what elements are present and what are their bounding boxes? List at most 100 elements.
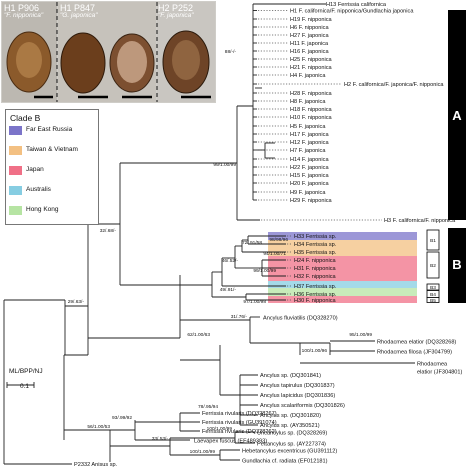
- tip-label-h6: H6 F. nipponica: [290, 25, 329, 31]
- legend-swatch: [9, 146, 22, 155]
- scale-legend: ML/BPP/NJ 0.1: [5, 368, 45, 398]
- support-value: 78/.95/94: [198, 404, 218, 410]
- photo-3-label: H2 P252 "F. japonica": [158, 4, 194, 20]
- subclade-bracket-b3: [426, 283, 440, 291]
- tip-label-h33: H33 Ferrissia sp.: [294, 234, 337, 240]
- photo-3-code: H2 P252: [158, 3, 194, 13]
- clade-b-color-band: [268, 296, 417, 303]
- subclade-label-b5: B5: [430, 298, 436, 304]
- legend-item-taiwan-vietnam: Taiwan & Vietnam: [9, 142, 95, 158]
- legend-item-hong-kong: Hong Kong: [9, 202, 95, 218]
- shell-2: [60, 32, 106, 94]
- legend-swatch: [9, 126, 22, 135]
- tip-label-h31: H31 F. nipponica: [294, 266, 337, 272]
- tip-label-rhodacmea-elatior-jf: elatior (JF304801): [417, 370, 463, 376]
- clade-b-color-band: [268, 232, 417, 240]
- subclade-label-b3: B3: [430, 285, 436, 291]
- clade-b-color-band: [268, 248, 417, 256]
- support-value: 49/.91/-: [220, 287, 237, 293]
- tip-label-h30: H30 F. nipponica: [294, 298, 337, 304]
- tip-label-h1: H1 F. californica/F. nipponica/Gundlachi…: [290, 9, 414, 15]
- tip-label-h21: H21 F. nipponica: [290, 65, 333, 71]
- photo-1-species: "F. nipponica": [4, 12, 44, 19]
- tip-label-h36: H36 Ferrissia sp.: [294, 292, 337, 298]
- support-value: 29/.63/-: [68, 299, 85, 305]
- tip-label-ancylus-fluviatilis: Ancylus fluviatilis (DQ328270): [263, 316, 338, 322]
- clade-b-legend: Clade B Far East Russia Taiwan & Vietnam…: [5, 109, 99, 225]
- legend-swatch: [9, 186, 22, 195]
- tip-label-h11: H11 F. japonica: [290, 41, 329, 47]
- tip-label-rhodacmea-elatior: Rhodacmea elatior (DQ328268): [377, 340, 456, 346]
- legend-item-far-east-russia: Far East Russia: [9, 122, 95, 138]
- tip-label-laevapex-fuscus: Laevapex fuscus (EF489393): [194, 439, 267, 445]
- legend-label: Hong Kong: [26, 206, 59, 213]
- legend-swatch: [9, 166, 22, 175]
- tip-label-h12: H12 F. japonica: [290, 140, 329, 146]
- support-value: 72/.91/58: [242, 240, 262, 246]
- tip-label-fri267: Ferrissia rivularis (DQ328267): [202, 411, 277, 417]
- support-value: 31/.76/-: [231, 314, 248, 320]
- tip-label-h8: H8 F. japonica: [290, 99, 326, 105]
- tip-label-h7: H7 F. japonica: [290, 148, 326, 154]
- tip-label-frigu: Ferrissia rivularis (GU391074): [202, 420, 277, 426]
- photo-2-code: H1 P847: [60, 3, 96, 13]
- subclade-label-b4: B4: [430, 292, 436, 298]
- shell-4-highlight: [172, 40, 200, 80]
- tip-label-pettancylus: Pettancylus sp. (AY227374): [257, 442, 326, 448]
- tip-label-h28: H28 F. nipponica: [290, 91, 333, 97]
- support-value: 32/.68/-: [100, 228, 117, 234]
- tip-label-h10: H10 F. nipponica: [290, 115, 333, 121]
- tip-label-h3: H3 F. californica/F. nipponica: [384, 218, 456, 224]
- support-value: 100/1.00/99: [207, 426, 233, 432]
- legend-title: Clade B: [10, 113, 41, 123]
- tip-label-h9: H9 F. japonica: [290, 190, 326, 196]
- tip-label-uncancylus: Uncancylus sp. (DQ328269): [257, 431, 327, 437]
- tip-label-h14: H14 F. japonica: [290, 157, 329, 163]
- tip-label-h17: H17 F. japonica: [290, 132, 329, 138]
- subclade-bracket-b5: [426, 297, 440, 303]
- tip-label-h19: H19 F. nipponica: [290, 17, 333, 23]
- legend-swatch: [9, 206, 22, 215]
- tip-label-h13: H13 Ferrissia californica: [326, 2, 387, 8]
- support-value: 88/-/-: [225, 49, 237, 55]
- clade-a-label: A: [452, 108, 462, 123]
- clade-b-color-band: [268, 281, 417, 288]
- support-value: 62/1.00/63: [187, 332, 210, 338]
- support-value: 98/98/96: [269, 237, 288, 243]
- legend-label: Japan: [26, 166, 44, 173]
- legend-label: Taiwan & Vietnam: [26, 146, 78, 153]
- tip-label-h35: H35 Ferrissia sp.: [294, 250, 337, 256]
- tip-label-h4: H4 F. japonica: [290, 73, 326, 79]
- photo-3-species: "F. japonica": [158, 12, 194, 19]
- scale-value: 0.1: [20, 383, 30, 390]
- tip-label-h34: H34 Ferrissia sp.: [294, 242, 337, 248]
- tip-label-h37: H37 Ferrissia sp.: [294, 284, 337, 290]
- tip-label-rhodacmea-elatior-jf: Rhodacmea: [417, 362, 448, 368]
- tip-label-asay: Ancylus sp. (AY350521): [260, 423, 320, 429]
- support-value: 46/.52/-: [222, 258, 239, 264]
- subclade-bracket-b1: [426, 229, 440, 251]
- support-value: 97/1.00/98: [243, 299, 266, 305]
- subclade-bracket-b2: [426, 251, 440, 279]
- support-value: 100/1.00/99: [190, 449, 216, 455]
- tip-label-h32: H32 F. nipponica: [294, 274, 337, 280]
- tip-label-h22: H22 F. japonica: [290, 165, 329, 171]
- tip-label-h2: H2 F. californica/F. japonica/F. nipponi…: [344, 82, 444, 88]
- tip-label-h25: H25 F. nipponica: [290, 57, 333, 63]
- clade-b-color-band: [268, 240, 417, 248]
- tip-label-h29: H29 F. nipponica: [290, 198, 333, 204]
- tip-label-anisus: P2332 Anisus sp.: [74, 462, 118, 467]
- support-value: 99/1.00/99: [253, 268, 276, 274]
- photo-1-label: H1 P906 "F. nipponica": [4, 4, 43, 20]
- shell-1-highlight: [16, 42, 42, 78]
- subclade-label-b2: B2: [430, 263, 436, 269]
- photo-2-label: H1 P847 "G. japonica": [60, 4, 98, 20]
- tip-label-ata837: Ancylus tapirulus (DQ301837): [260, 383, 335, 389]
- tip-label-rhodacmea-filosa: Rhodacmea filosa (JF304799): [377, 350, 452, 356]
- photo-1-code: H1 P906: [4, 3, 40, 13]
- support-value: 100/1.00/96: [302, 348, 328, 354]
- tip-label-gundlachia: Gundlachia cf. radiata (EF012181): [242, 459, 328, 465]
- support-key: ML/BPP/NJ: [9, 368, 43, 375]
- clade-b-color-band: [268, 264, 417, 272]
